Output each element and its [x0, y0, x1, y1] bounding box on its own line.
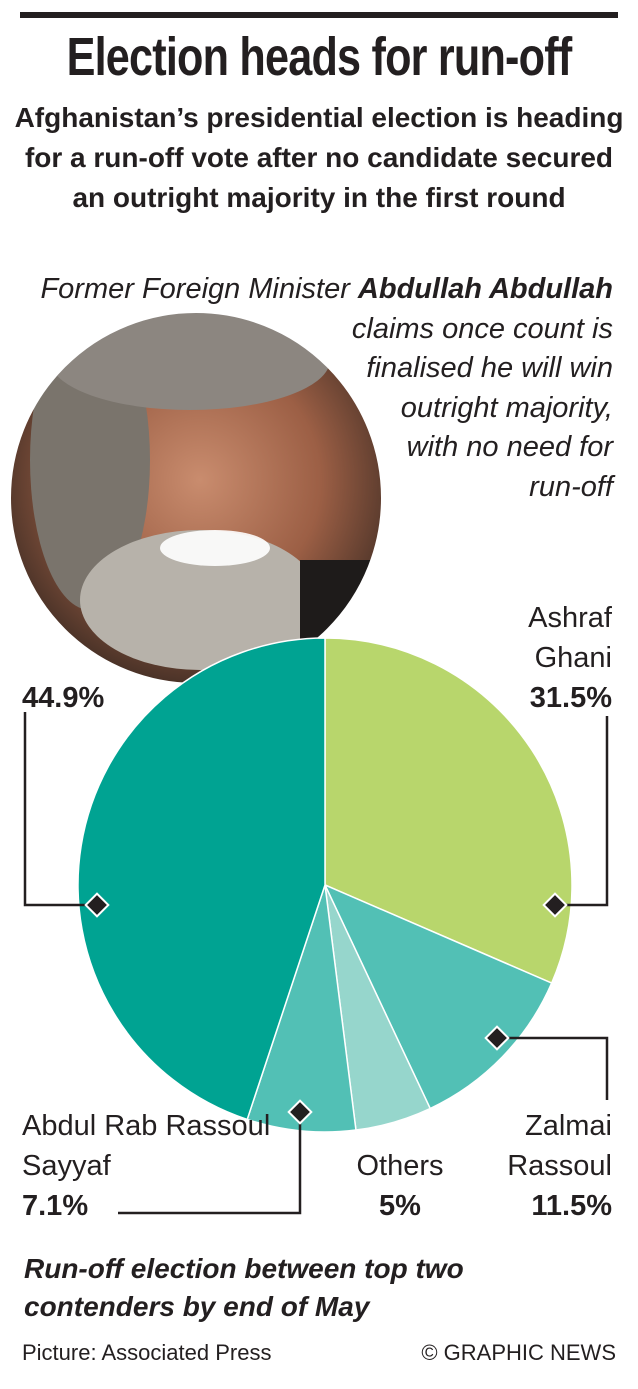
slice-label: Others [356, 1150, 444, 1182]
source: Picture: Associated Press [22, 1340, 272, 1365]
pie-slice [323, 883, 553, 1110]
value-label: 7.1% [22, 1190, 89, 1222]
annotation-text: Former Foreign Minister [40, 273, 350, 305]
pie [77, 637, 573, 1133]
leaders [23, 712, 609, 1215]
pie-slice [77, 637, 326, 1121]
slice-label: Ashraf Ghani [528, 602, 612, 674]
slice-label: Abdul Rab Rassoul Sayyaf [22, 1110, 271, 1182]
value-label: 5% [379, 1190, 421, 1222]
slice-label: Zalmai Rassoul [507, 1110, 612, 1182]
leader-markers [84, 892, 568, 1125]
pie-slice [324, 637, 573, 985]
annotation-text: claims once count is finalised he will w… [351, 312, 613, 503]
value-label: 31.5% [529, 682, 612, 714]
title: Election heads for run-off [66, 27, 573, 87]
value-label: 11.5% [531, 1190, 612, 1222]
annotation-name: Abdullah Abdullah [357, 273, 613, 305]
subtitle: Afghanistan’s presidential election is h… [14, 102, 624, 213]
top-rule [20, 12, 618, 18]
footnote: Run-off election between top two contend… [24, 1253, 464, 1322]
value-label: 44.9% [22, 682, 105, 714]
annotation: Former Foreign Minister Abdullah Abdulla… [20, 270, 613, 710]
credit: © GRAPHIC NEWS [421, 1340, 616, 1365]
